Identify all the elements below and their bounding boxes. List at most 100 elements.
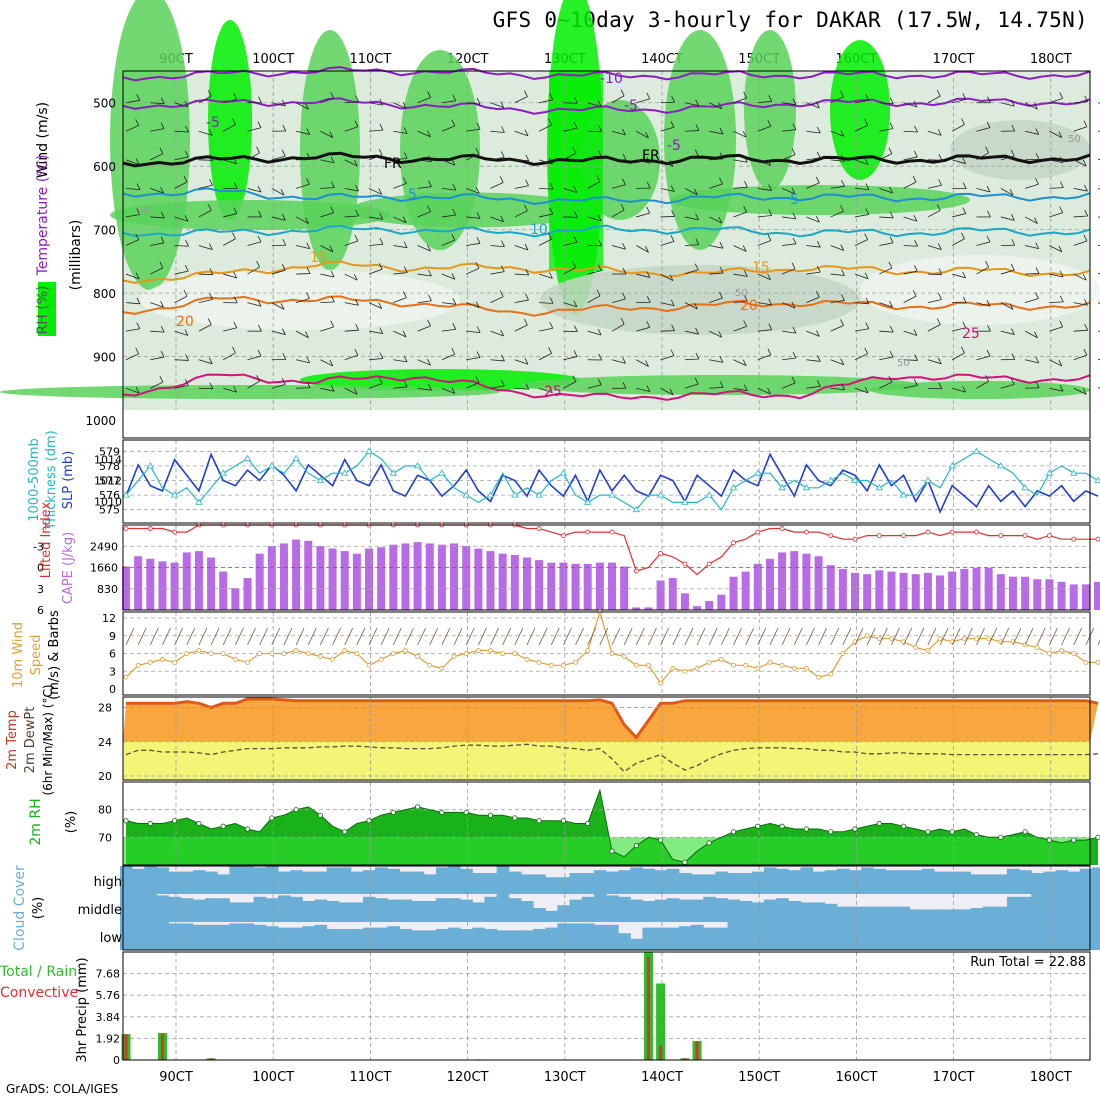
thickness-point (656, 491, 665, 498)
wind-barb (864, 119, 869, 126)
wind-barb (135, 233, 140, 240)
wind-barb (611, 323, 625, 332)
cloud-cover-bar (265, 866, 279, 894)
wind-barb (1059, 320, 1064, 328)
wind-barb (733, 159, 748, 163)
wind-barb (684, 244, 699, 246)
cloud-cover-bar (897, 906, 911, 922)
wind-barb (1073, 302, 1088, 306)
cloud-cover-bar (618, 870, 631, 894)
rh2m-point (949, 829, 955, 835)
thickness-point (583, 498, 592, 505)
cloud-cover-bar (375, 867, 388, 894)
wind-barb (660, 273, 674, 281)
wind-barb (976, 152, 989, 161)
lifted-index-point (585, 529, 591, 535)
wind-barb (913, 150, 918, 158)
wind-barb (209, 293, 213, 300)
wind-barb (247, 266, 260, 275)
rh2m-point (828, 829, 834, 835)
wind-barb (669, 160, 674, 167)
wind-barb (428, 269, 432, 277)
wind-barb (393, 102, 407, 109)
wind-barb (830, 300, 845, 304)
wind-barb (174, 102, 189, 108)
wind-barb (782, 243, 797, 246)
wind-barb (1035, 178, 1039, 185)
surface-wind-barb (951, 627, 961, 646)
wind-barb (174, 384, 189, 389)
cloud-cover-bar (812, 871, 826, 894)
wind-barb (986, 185, 991, 193)
wind-barb (636, 98, 650, 104)
wind-barb (344, 302, 359, 306)
wind-barb (913, 329, 918, 336)
wind-barb (441, 214, 456, 218)
wind-barb (185, 354, 189, 361)
cloud-cover-bar (265, 898, 279, 922)
cloud-cover-bar (496, 866, 510, 894)
wind-barb (865, 322, 870, 329)
cape-bar (875, 570, 884, 610)
cloud-cover-bar (533, 874, 546, 894)
wind-barb (1049, 187, 1064, 189)
thickness-point (535, 491, 543, 498)
lifted-index-point (1071, 536, 1077, 542)
cloud-cover-bar (885, 870, 899, 894)
wind-barb (962, 182, 967, 189)
wind-barb (320, 212, 334, 218)
rh2m-point (414, 804, 421, 810)
wind-barb (296, 245, 310, 250)
wind-barb (475, 147, 480, 155)
wind-barb (646, 296, 651, 303)
thickness-point (778, 484, 786, 491)
lifted-index-point (949, 529, 955, 535)
wind-barb (525, 154, 530, 161)
wind-speed-point (184, 651, 190, 656)
wind-barb (709, 158, 724, 161)
thickness-point (608, 491, 616, 498)
wind-barb (1049, 245, 1063, 253)
wind-speed-point (731, 662, 736, 668)
surface-wind-barb (891, 627, 900, 646)
surface-wind-barb (963, 627, 973, 646)
wind-barb (1024, 298, 1039, 303)
wind-speed-point (718, 657, 724, 662)
wind-barb (174, 245, 189, 247)
wind-barb (962, 271, 967, 279)
wind-barb (903, 295, 917, 303)
thickness-point (559, 469, 568, 476)
wind-barb (329, 131, 334, 138)
wind-barb (296, 130, 310, 135)
contour-label: 10 (530, 222, 548, 238)
pressure-tick-label: 800 (93, 287, 116, 301)
rh2m-point (925, 829, 931, 835)
wind-barb (354, 234, 359, 242)
wind-barb (1011, 214, 1015, 221)
surface-wind-barb (210, 627, 220, 646)
cloud-cover-bar (800, 922, 814, 950)
wind-barb (938, 154, 943, 161)
cloud-cover-bar (520, 901, 534, 922)
wind-barb (403, 152, 408, 159)
wind-barb (441, 187, 456, 191)
wind-barb (490, 216, 504, 223)
thickness-tick-label: 577 (99, 475, 120, 488)
wind-barb (271, 330, 286, 335)
wind-barb (1084, 184, 1088, 192)
wind-barb (879, 128, 894, 132)
wind-speed-point (548, 662, 554, 668)
wind-barb (815, 290, 820, 298)
rh2m-point (1022, 829, 1028, 835)
wind-barb (636, 273, 650, 278)
cloud-cover-bar (800, 867, 814, 894)
wind-barb (670, 299, 675, 306)
wind-barb (427, 359, 431, 366)
wind-barb (596, 175, 601, 182)
wind-barb (524, 243, 529, 251)
wind-barb (368, 330, 383, 334)
wind-barb (1011, 124, 1016, 132)
wind-barb (306, 242, 311, 249)
wind-barb (329, 245, 334, 253)
cloud-cover-bar (934, 909, 947, 922)
